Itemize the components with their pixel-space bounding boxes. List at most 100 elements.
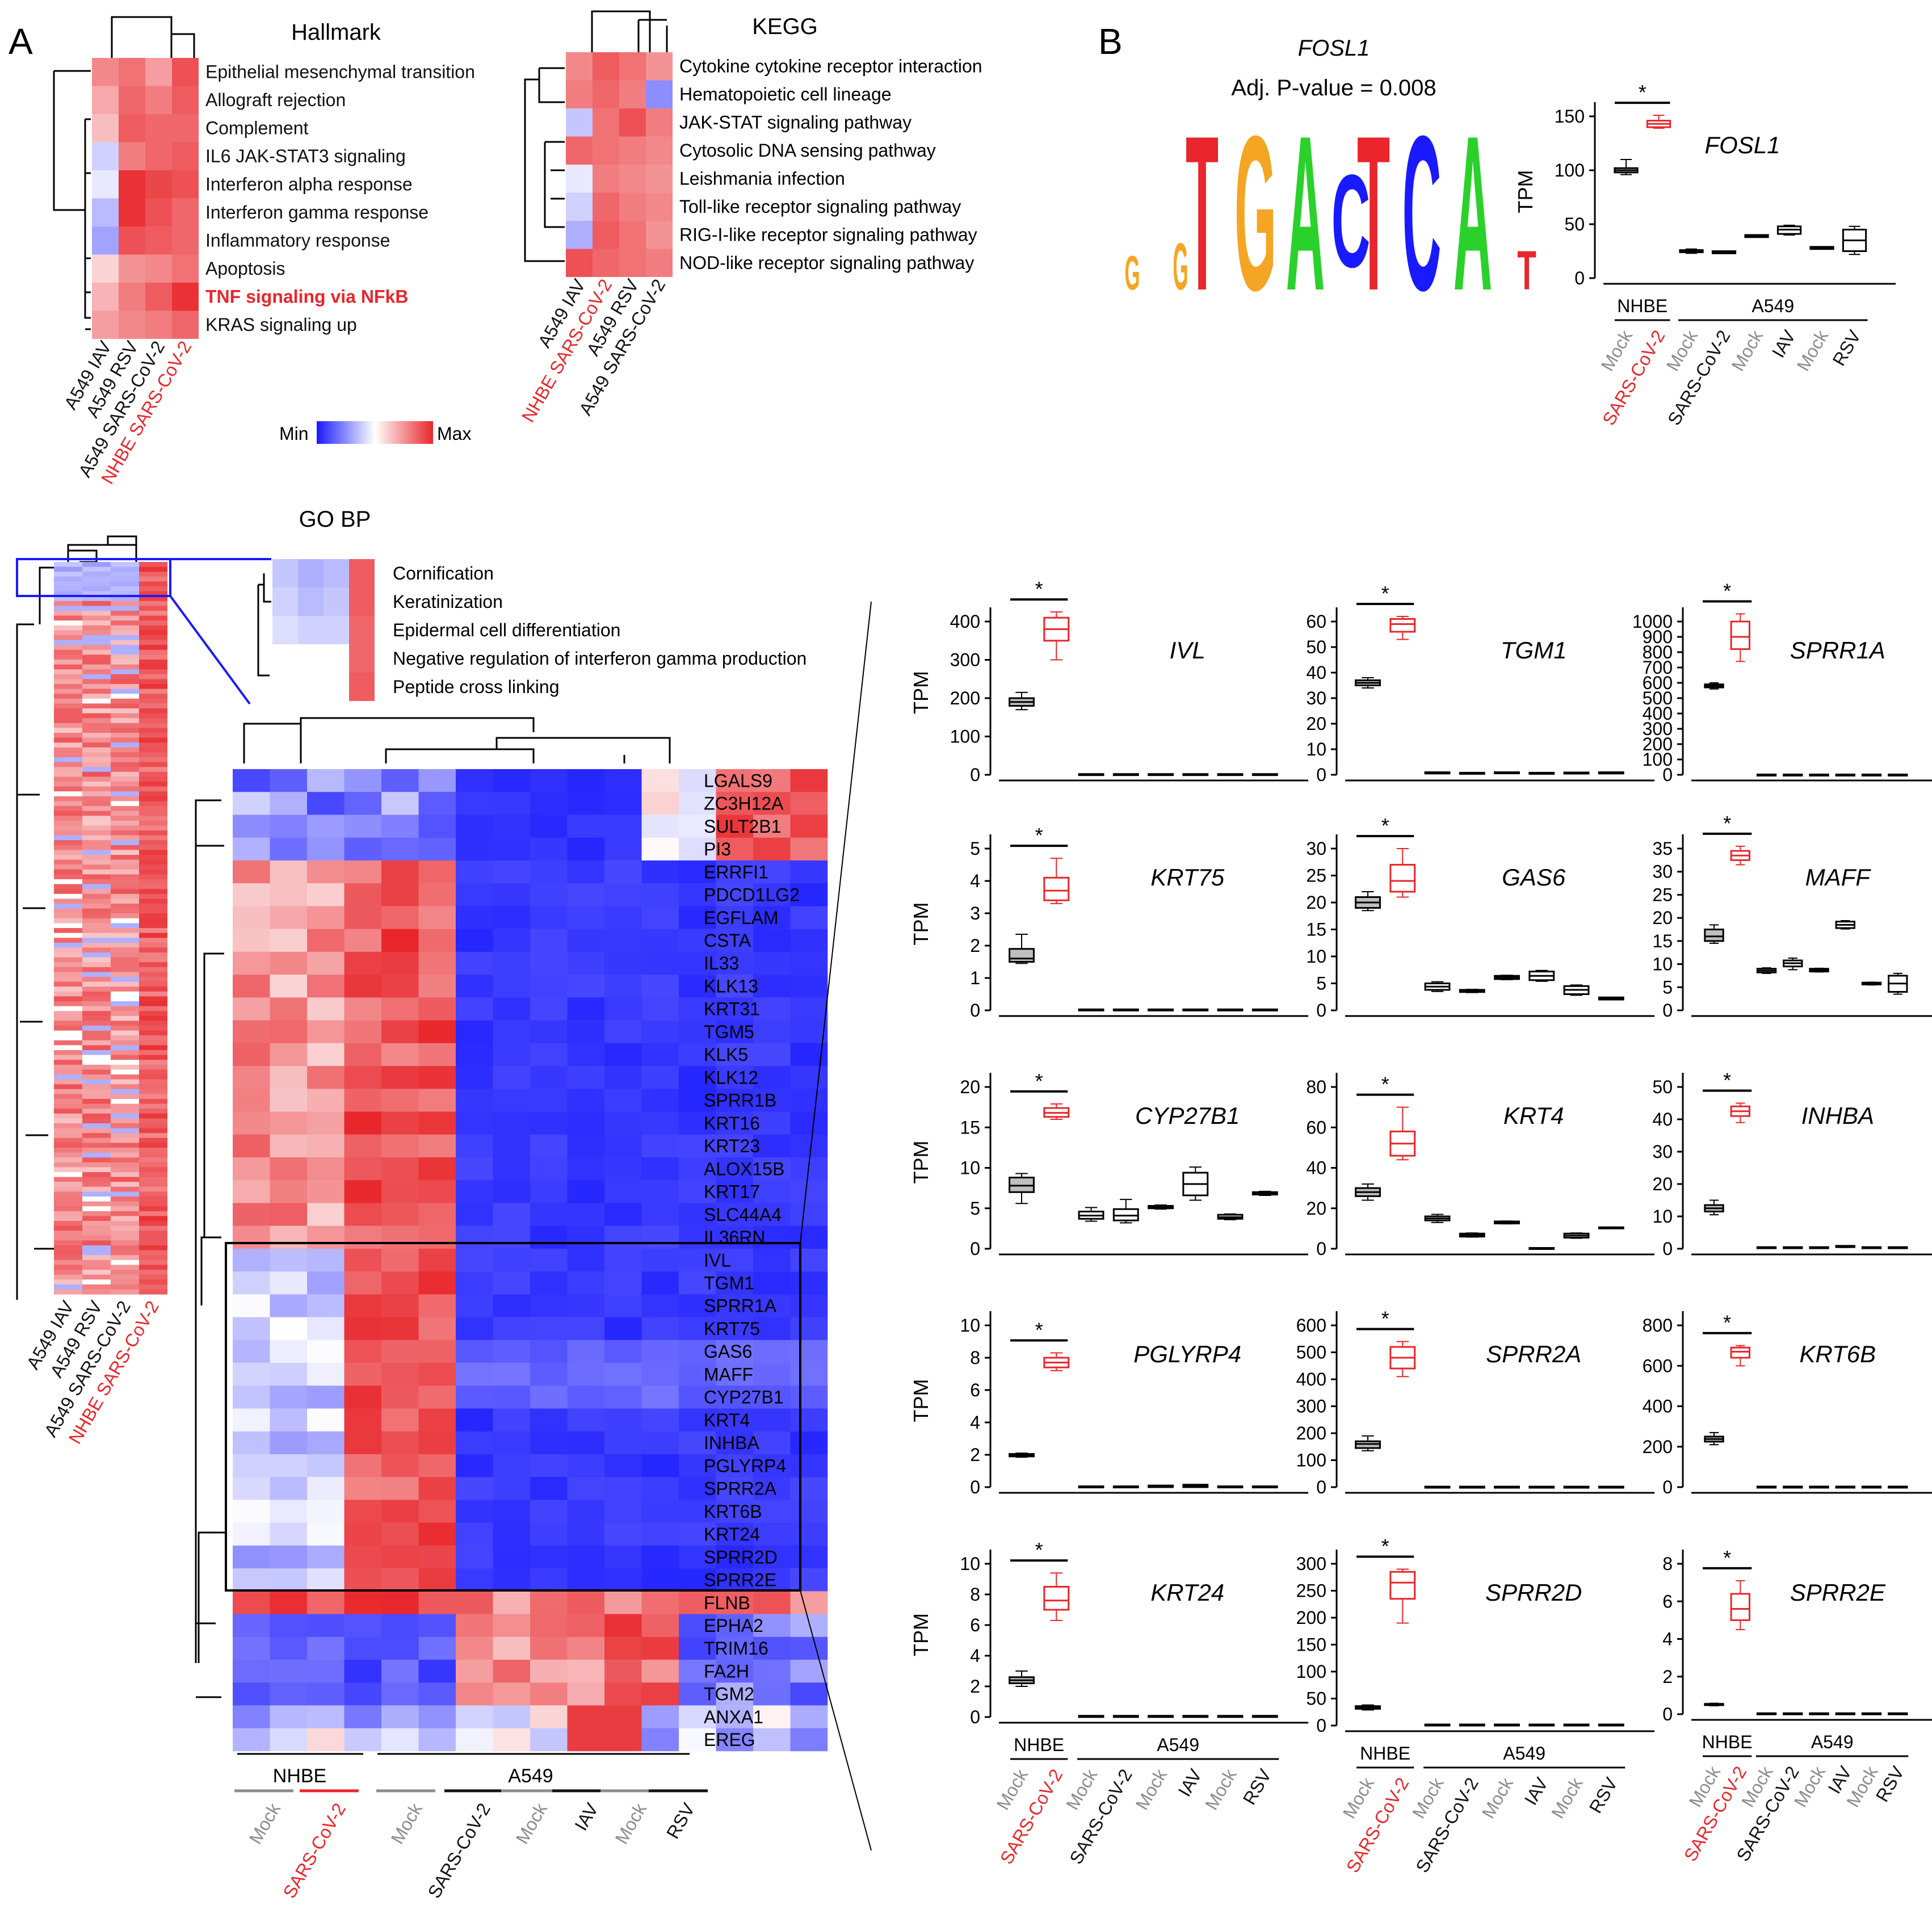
gene-cell (716, 1545, 754, 1569)
gene-cell (790, 1180, 828, 1203)
gobp-overview-cell (82, 713, 111, 719)
gene-cell (567, 929, 605, 952)
gene-cell (641, 1522, 679, 1546)
gene-cell (307, 1386, 345, 1409)
y-tick-label: 100 (1296, 1450, 1326, 1471)
gene-cell (604, 769, 642, 792)
gene-cell (716, 769, 754, 792)
gene-cell (641, 997, 679, 1021)
gene-cell (604, 906, 642, 929)
gene-cell (456, 860, 493, 884)
gene-cell (753, 1386, 791, 1409)
gobp-overview-cell (139, 918, 167, 923)
gene-cell (418, 1500, 456, 1523)
kegg-row-labels: Cytokine cytokine receptor interactionHe… (679, 56, 982, 274)
gobp-overview-cell (82, 572, 111, 577)
gobp-overview-cell (54, 684, 82, 690)
gene-cell (233, 1705, 270, 1729)
y-tick-label: 0 (1662, 1000, 1673, 1021)
gene-cell (456, 1066, 493, 1089)
gene-cell (493, 1340, 531, 1363)
gene-cell (418, 1294, 456, 1317)
gene-cell (418, 1157, 456, 1181)
y-tick-label: 6 (970, 1380, 980, 1400)
gobp-overview-cell (54, 1011, 82, 1017)
gene-cell (604, 1157, 642, 1181)
gobp-overview-cell (111, 1133, 139, 1139)
gene-cell (716, 1248, 754, 1272)
gene-cell (530, 1225, 568, 1249)
hallmark-cell (119, 226, 145, 255)
gene-cell (233, 1111, 270, 1135)
gobp-overview-cell (111, 1206, 139, 1212)
gobp-overview-cell (139, 669, 167, 675)
gene-cell (456, 1636, 493, 1660)
gene-label: IVL (704, 1250, 731, 1270)
gobp-overview-cell (139, 1128, 167, 1134)
gene-cell (307, 1408, 345, 1432)
gene-cell (530, 1477, 568, 1500)
y-tick-label: 600 (1296, 1315, 1326, 1336)
gobp-overview-cell (139, 825, 167, 831)
gobp-overview-cell (82, 1167, 111, 1173)
gene-cell (641, 792, 679, 815)
gene-cell (567, 1180, 605, 1203)
gobp-overview-cell (139, 1260, 167, 1265)
gobp-overview-cell (111, 1157, 139, 1163)
y-tick-label: 6 (970, 1615, 980, 1635)
gene-cell (418, 1203, 456, 1226)
gobp-overview-cell (139, 572, 167, 577)
gobp-overview-cell (82, 1245, 111, 1251)
gobp-overview-cell (139, 757, 167, 763)
gene-cell (679, 1180, 716, 1203)
gobp-overview-cell (82, 904, 111, 909)
gobp-overview-cell (139, 991, 167, 997)
gene-cell (344, 769, 382, 792)
gobp-overview-cell (82, 757, 111, 763)
gobp-overview-cell (139, 786, 167, 792)
kegg-cell (566, 221, 593, 249)
gene-cell (604, 997, 642, 1021)
gobp-zoom-cell (298, 587, 324, 616)
gobp-overview-cell (111, 1245, 139, 1251)
gobp-overview-cell (54, 1186, 82, 1192)
gobp-overview-cell (82, 1143, 111, 1148)
gobp-overview-cell (54, 981, 82, 987)
gene-cell (456, 1431, 493, 1455)
gobp-overview-cell (111, 776, 139, 782)
y-tick-label: 500 (1296, 1342, 1326, 1363)
gobp-overview-cell (111, 1250, 139, 1256)
gene-cell (790, 1111, 828, 1135)
gobp-overview-cell (54, 1128, 82, 1134)
gobp-overview-cell (82, 987, 111, 992)
kegg-heatmap: KEGG Cytokine cytokine receptor interact… (518, 10, 982, 426)
gene-cell (270, 1728, 308, 1752)
x-condition-label: Mock (1201, 1765, 1241, 1814)
gobp-overview-cell (54, 723, 82, 728)
panel-label-b: B (1098, 21, 1123, 62)
gobp-overview-cell (111, 1006, 139, 1011)
kegg-row-label: Cytokine cytokine receptor interaction (679, 56, 982, 77)
gene-cell (270, 837, 308, 861)
gene-label: CSTA (704, 930, 751, 951)
gobp-overview-cell (54, 694, 82, 699)
gobp-overview-cell (111, 635, 139, 641)
gobp-overview-cell (54, 747, 82, 753)
gobp-overview-cell (54, 635, 82, 641)
gobp-overview-cell (139, 801, 167, 807)
gobp-overview-cell (54, 845, 82, 850)
gene-cell (679, 792, 716, 815)
gene-cell (716, 951, 754, 975)
hallmark-cell (145, 226, 172, 255)
gobp-overview-cell (54, 572, 82, 577)
gobp-overview-cell (139, 747, 167, 753)
gobp-overview-cell (139, 1206, 167, 1212)
gene-cell (456, 1294, 493, 1317)
gene-cell (641, 837, 679, 861)
gobp-overview-cell (139, 1113, 167, 1119)
gobp-overview-cell (111, 689, 139, 694)
gene-cell (679, 1614, 716, 1638)
gobp-overview-cell (82, 566, 111, 572)
gene-cell (679, 1386, 716, 1409)
x-group-label: NHBE (1014, 1735, 1064, 1755)
